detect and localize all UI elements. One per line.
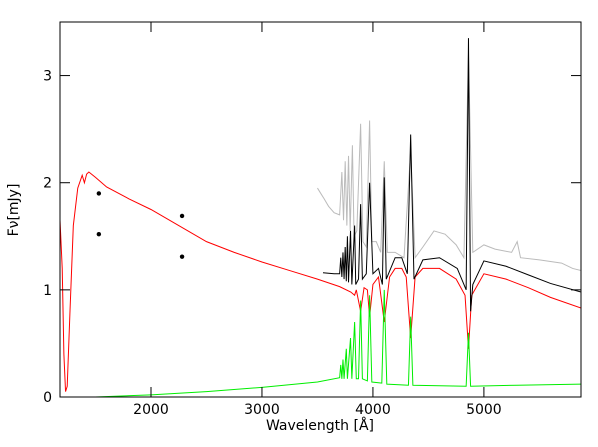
y-tick-label: 0: [43, 390, 52, 406]
spectrum-line: [322, 38, 581, 312]
x-axis-label: Wavelength [Å]: [266, 417, 374, 434]
plot-area: [60, 38, 581, 397]
spectrum-line: [317, 54, 581, 272]
spectrum-line: [60, 171, 581, 392]
data-point: [96, 191, 102, 196]
y-tick-label: 3: [43, 69, 52, 85]
spectrum-line: [60, 289, 581, 397]
y-tick-label: 2: [43, 176, 52, 192]
data-point: [96, 231, 102, 237]
x-tick-label: 2000: [133, 402, 169, 418]
x-tick-label: 4000: [355, 402, 391, 418]
data-point: [179, 254, 185, 259]
y-axis-label: Fν[mJy]: [6, 184, 22, 237]
plot-frame: [59, 21, 582, 398]
x-tick-label: 5000: [466, 402, 502, 418]
x-tick-label: 3000: [244, 402, 280, 418]
data-point: [179, 213, 185, 219]
y-tick-label: 1: [43, 283, 52, 299]
